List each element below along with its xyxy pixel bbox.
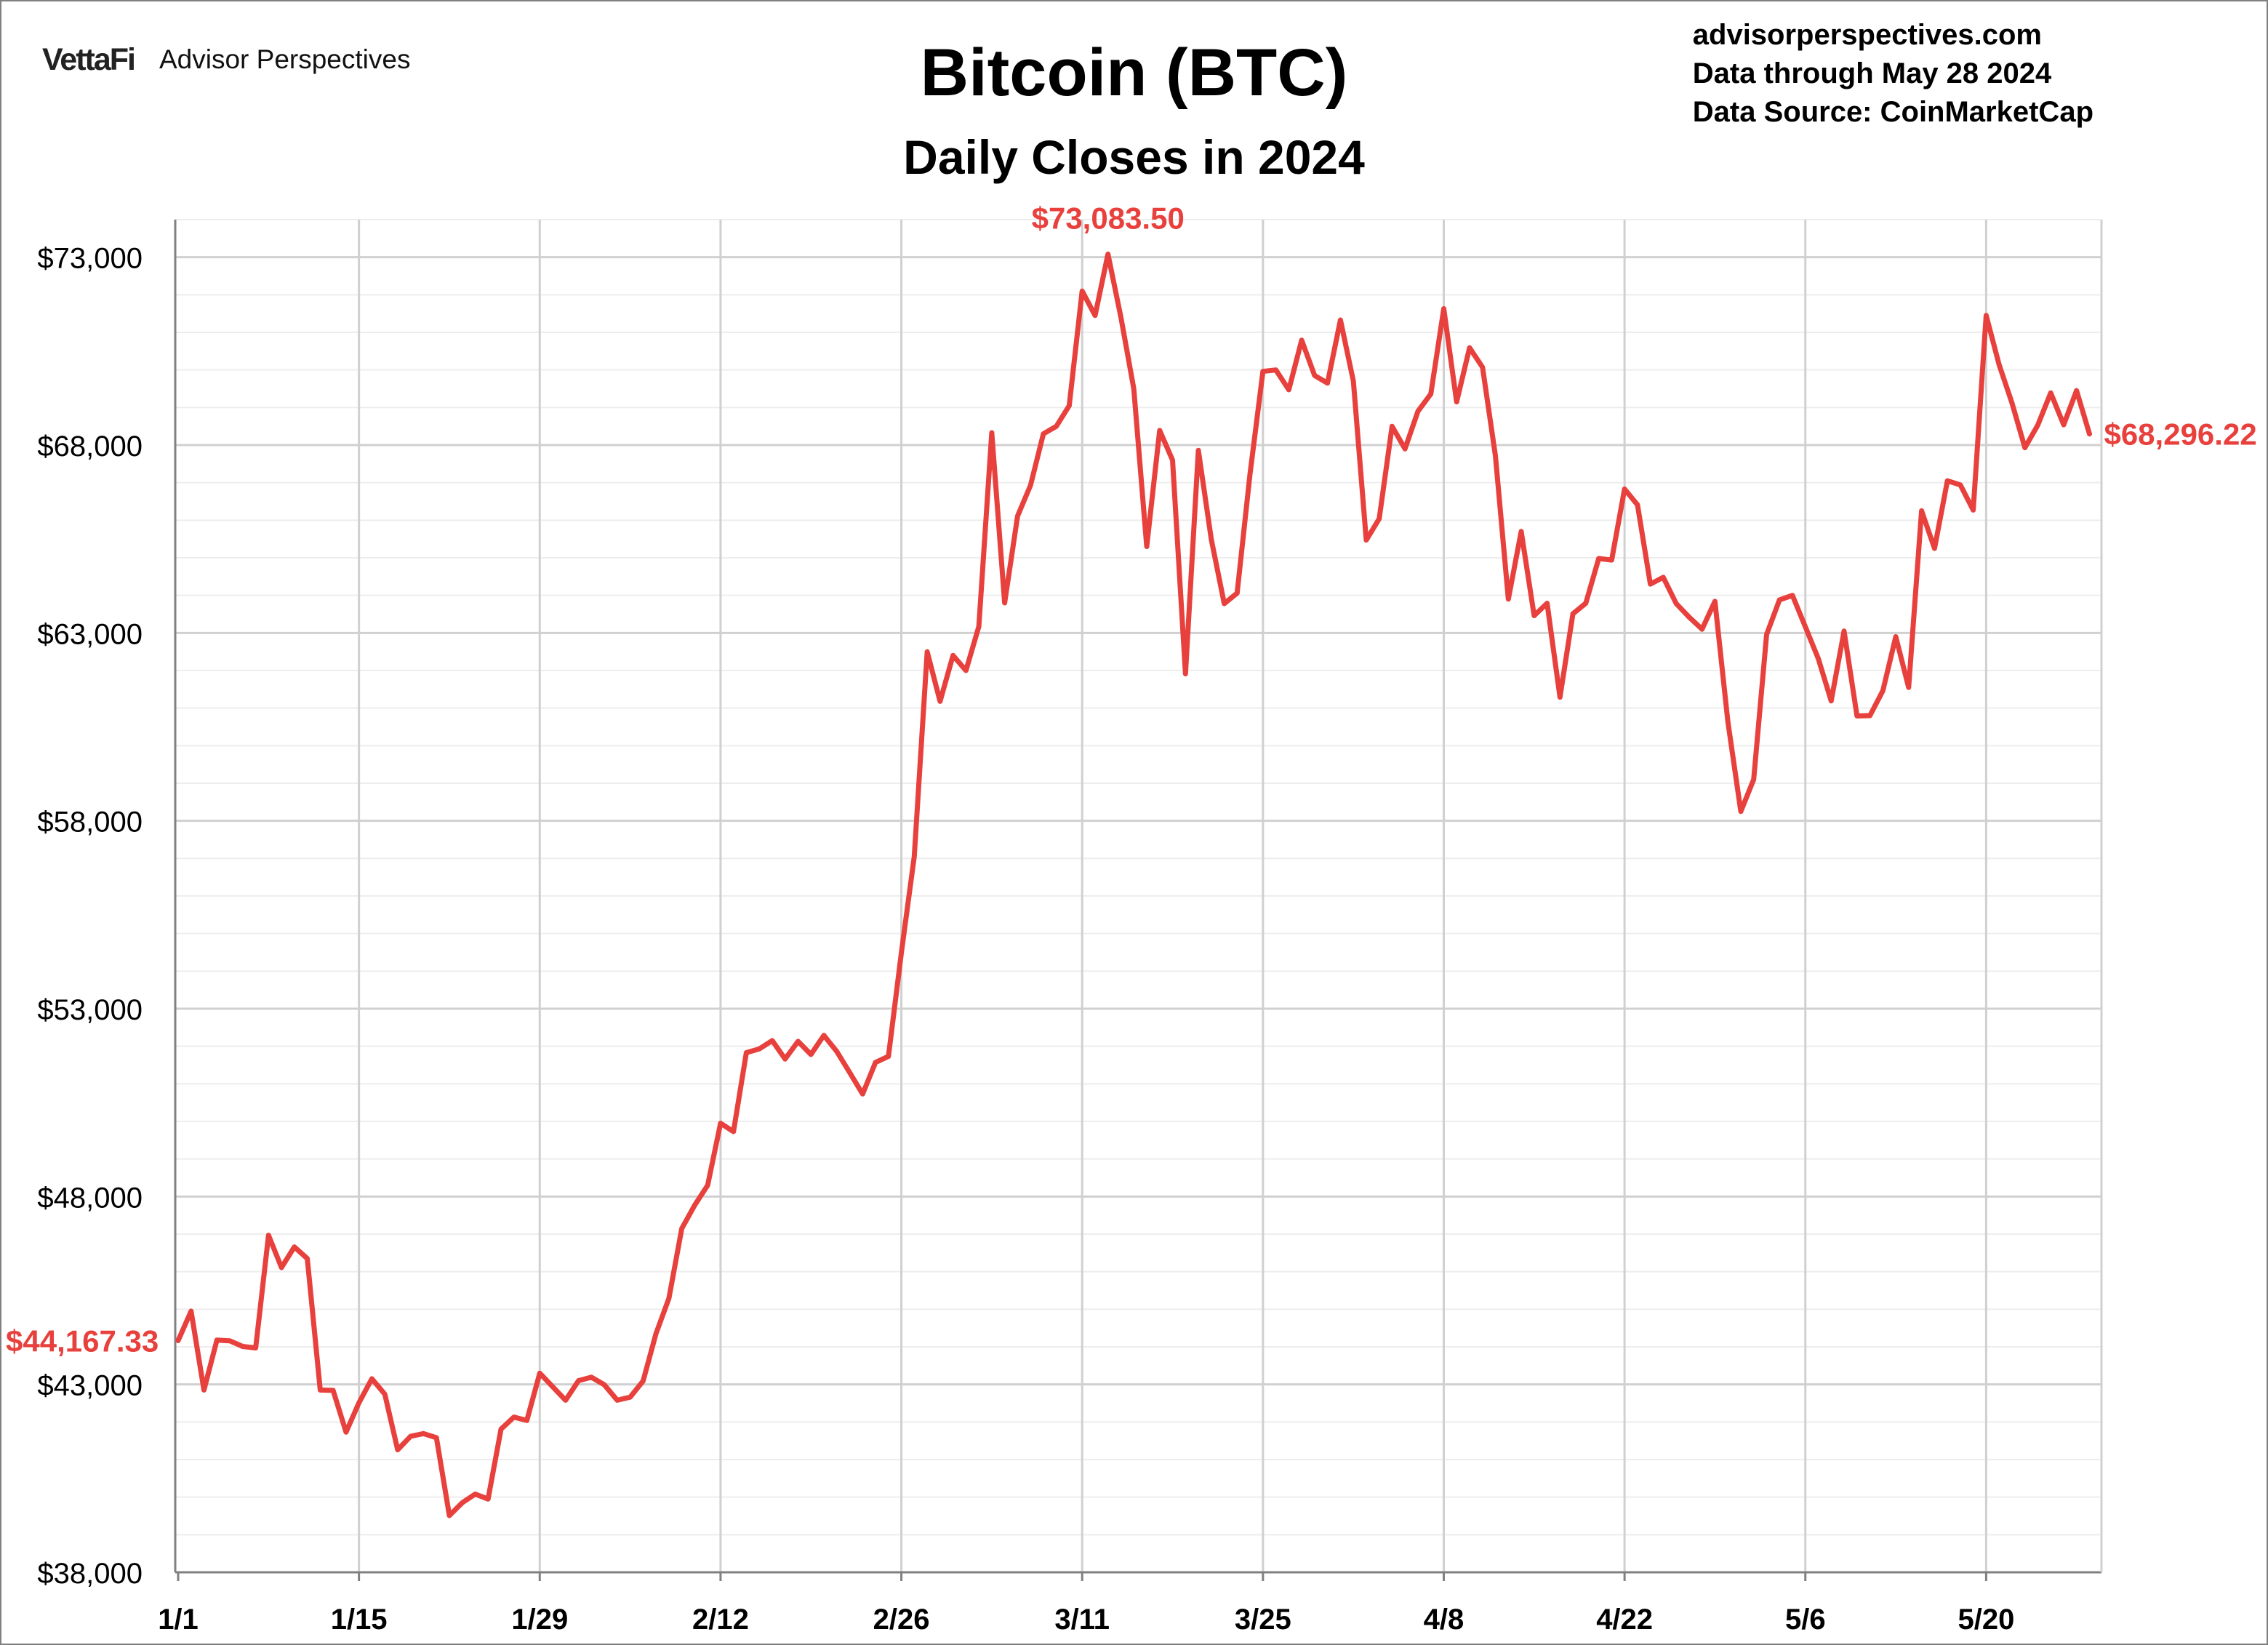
y-tick-label: $53,000 — [37, 994, 143, 1026]
x-tick-label: 4/22 — [1596, 1604, 1653, 1636]
site-name: advisorperspectives.com — [1692, 19, 2042, 51]
x-tick-label: 3/25 — [1235, 1604, 1291, 1636]
y-tick-label: $68,000 — [37, 431, 143, 463]
vettafi-logo-mark: VettaFi — [42, 41, 136, 77]
x-tick-label: 2/26 — [873, 1604, 930, 1636]
series-layer — [175, 251, 2092, 1518]
y-tick-label: $38,000 — [37, 1558, 143, 1590]
annotation-start: $44,167.33 — [6, 1324, 159, 1358]
x-tick-label: 2/12 — [692, 1604, 749, 1636]
y-tick-label: $58,000 — [37, 807, 143, 838]
data-through: Data through May 28 2024 — [1692, 57, 2052, 89]
logo: VettaFi Advisor Perspectives — [42, 38, 410, 81]
x-tick-label: 5/6 — [1785, 1604, 1826, 1636]
annotation-end: $68,296.22 — [2104, 417, 2256, 452]
y-axis-labels: $38,000 $43,000 $48,000 $53,000 $58,000 $63,0… — [37, 243, 143, 1590]
annotations: $44,167.33 $73,083.50 $68,296.22 — [6, 201, 2257, 1358]
y-tick-label: $73,000 — [37, 243, 143, 275]
x-tick-label: 3/11 — [1054, 1604, 1110, 1636]
y-tick-label: $63,000 — [37, 618, 143, 650]
series-line — [175, 251, 2092, 1518]
source-info: advisorperspectives.com Data through May… — [1693, 16, 2093, 132]
logo-name: Advisor Perspectives — [159, 44, 411, 74]
chart-title: Bitcoin (BTC) — [920, 36, 1348, 110]
x-tick-label: 1/29 — [511, 1604, 568, 1636]
annotation-max: $73,083.50 — [1032, 201, 1185, 235]
x-tick-label: 4/8 — [1424, 1604, 1464, 1636]
x-tick-label: 5/20 — [1958, 1604, 2014, 1636]
y-tick-label: $43,000 — [37, 1370, 143, 1402]
chart-subtitle: Daily Closes in 2024 — [903, 130, 1365, 184]
x-axis-labels: 1/1 1/15 1/29 2/12 2/26 3/11 3/25 4/8 4/22 5/6 5/2… — [158, 1604, 2014, 1636]
y-tick-label: $48,000 — [37, 1182, 143, 1214]
data-source: Data Source: CoinMarketCap — [1692, 96, 2093, 128]
x-tick-label: 1/1 — [158, 1604, 199, 1636]
x-tick-label: 1/15 — [331, 1604, 388, 1636]
axes — [174, 220, 2103, 1581]
